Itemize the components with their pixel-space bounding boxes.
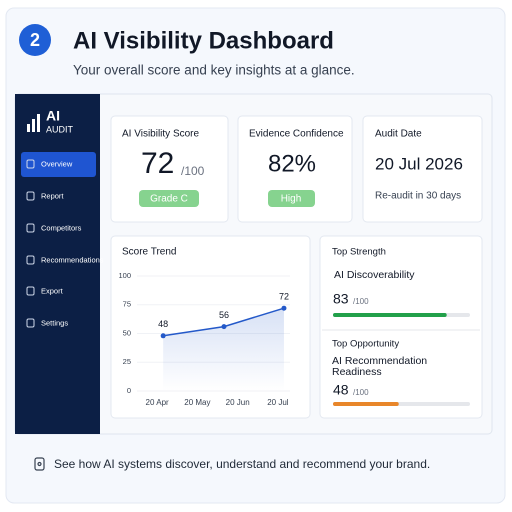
opportunity-name: AI Recommendation Readiness (332, 356, 428, 378)
step-number: 2 (30, 30, 40, 50)
score-bars: 83/100 48/100 (333, 291, 470, 406)
score-value: 72 (141, 147, 174, 180)
score-value: 48 (333, 382, 349, 398)
point-label: 48 (158, 319, 168, 329)
card-title: Evidence Confidence (249, 129, 344, 140)
y-tick-label: 25 (123, 357, 131, 366)
nav-item[interactable]: Recommendations (41, 255, 104, 264)
card-title: Audit Date (375, 129, 422, 140)
point-label: 72 (279, 292, 289, 302)
logo-icon (27, 114, 40, 132)
x-tick-label: 20 Jun (226, 398, 250, 407)
audit-note: Re-audit in 30 days (375, 191, 461, 202)
nav-icon (26, 318, 35, 328)
strength-name: AI Discoverability (334, 269, 415, 281)
grade-text: Grade C (150, 194, 188, 205)
nav-icon (26, 255, 35, 265)
logo-text: AI (46, 108, 60, 124)
x-tick-label: 20 Jul (267, 398, 289, 407)
nav-item[interactable]: Competitors (41, 223, 82, 232)
score-max: /100 (353, 297, 369, 306)
trend-point (221, 324, 227, 330)
audit-card (362, 115, 483, 223)
chart-title: Score Trend (122, 247, 176, 258)
score-value: 83 (333, 291, 349, 307)
opportunity-name-box: AI Recommendation Readiness (332, 356, 428, 378)
nav-active[interactable] (21, 152, 96, 177)
trend-chart: 0 25 50 75 100 20 Apr 20 May 20 Jun 20 Jul 48 56 72 (118, 271, 290, 407)
bar-fill (333, 402, 399, 406)
y-tick-label: 75 (123, 300, 131, 309)
nav-item[interactable]: Report (41, 191, 64, 200)
trend-point (281, 305, 287, 311)
confidence-card (237, 115, 353, 223)
nav-icon (26, 286, 35, 296)
x-tick-label: 20 May (184, 398, 210, 407)
nav-icon (26, 223, 35, 233)
page-title: AI Visibility Dashboard (73, 27, 334, 54)
nav-item[interactable]: Settings (41, 318, 68, 327)
nav-icon (26, 159, 35, 169)
confidence-badge (268, 190, 315, 207)
nav-item[interactable]: Export (41, 286, 64, 295)
bar-fill (333, 313, 447, 317)
footer-text: See how AI systems discover, understand … (54, 457, 430, 471)
logo-subtext: AUDIT (46, 124, 74, 134)
confidence-text: High (281, 194, 302, 205)
grade-badge (139, 190, 199, 207)
page-subtitle: Your overall score and key insights at a… (73, 63, 355, 78)
step-badge (19, 24, 51, 56)
point-label: 56 (219, 310, 229, 320)
insights-card (319, 235, 483, 419)
nav-icon (26, 191, 35, 201)
nav-item[interactable]: Overview (41, 159, 73, 168)
opportunity-title: Top Opportunity (332, 339, 399, 350)
score-max: /100 (353, 388, 369, 397)
y-tick-label: 100 (118, 271, 131, 280)
footer-icon (34, 457, 45, 471)
nav: Overview Report Competitors Recommendations… (26, 159, 104, 328)
card-title: AI Visibility Score (122, 129, 200, 140)
trend-point (160, 333, 166, 339)
confidence-value: 82% (268, 150, 316, 177)
y-tick-label: 50 (123, 328, 131, 337)
score-suffix: /100 (181, 164, 205, 178)
trend-area (163, 308, 284, 391)
y-tick-label: 0 (127, 386, 131, 395)
strength-title: Top Strength (332, 247, 386, 258)
x-tick-label: 20 Apr (146, 398, 169, 407)
audit-date: 20 Jul 2026 (375, 154, 463, 173)
